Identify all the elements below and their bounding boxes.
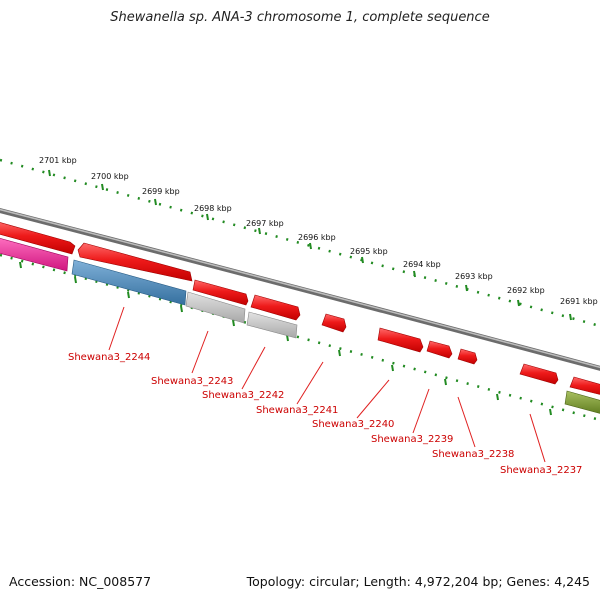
gene-arrow[interactable]: [250, 294, 301, 321]
ruler-label: 2698 kbp: [194, 204, 232, 213]
ruler-tick: [101, 183, 104, 191]
outer-ruler-track: [0, 158, 600, 328]
ruler-label: 2700 kbp: [91, 172, 129, 181]
ruler-tick: [444, 378, 447, 386]
gene-arrow[interactable]: [192, 279, 249, 306]
ruler-tick: [74, 276, 77, 284]
gene-arrow[interactable]: [77, 242, 193, 282]
sequence-backbone: [0, 208, 600, 371]
gene-label[interactable]: Shewana3_2242: [202, 390, 284, 401]
ruler-tick: [517, 299, 520, 307]
ruler-tick: [496, 393, 499, 401]
forward-genes: [0, 221, 600, 396]
ruler-tick: [413, 270, 416, 278]
ruler-tick: [206, 213, 209, 221]
inner-ruler: [0, 253, 600, 422]
gene-bar-grey[interactable]: [246, 311, 298, 339]
inner-ruler-track: [0, 253, 600, 422]
ruler-tick: [286, 334, 289, 342]
leader-line: [356, 379, 390, 419]
gene-arrow[interactable]: [321, 313, 347, 333]
gene-label[interactable]: Shewana3_2241: [256, 405, 338, 416]
ruler-tick: [258, 227, 261, 235]
ruler-label: 2692 kbp: [507, 286, 545, 295]
ruler-label: 2694 kbp: [403, 260, 441, 269]
gene-arrow[interactable]: [519, 363, 559, 385]
ruler-label: 2696 kbp: [298, 233, 336, 242]
sequence-summary: Topology: circular; Length: 4,972,204 bp…: [246, 574, 590, 589]
label-leaders: [108, 306, 546, 463]
gene-arrow[interactable]: [377, 327, 424, 353]
leader-line: [412, 388, 430, 434]
ruler-tick: [48, 169, 51, 177]
ruler-label: 2691 kbp: [560, 297, 598, 306]
leader-line: [191, 330, 209, 374]
gene-bar-olive[interactable]: [564, 390, 600, 415]
gene-bar-pink[interactable]: [0, 237, 69, 272]
ruler-tick: [309, 242, 312, 250]
ruler-label: 2695 kbp: [350, 247, 388, 256]
ruler-tick: [180, 305, 183, 313]
map-title: Shewanella sp. ANA-3 chromosome 1, compl…: [110, 10, 490, 25]
gene-label[interactable]: Shewana3_2237: [500, 465, 582, 476]
gene-label[interactable]: Shewana3_2239: [371, 434, 453, 445]
ruler-label: 2693 kbp: [455, 272, 493, 281]
ruler-tick: [361, 256, 364, 264]
leader-line: [296, 361, 324, 405]
ruler-tick: [338, 349, 341, 357]
gene-bar-blue[interactable]: [71, 259, 187, 306]
ruler-tick: [569, 313, 572, 321]
ruler-tick: [232, 319, 235, 327]
gene-arrow[interactable]: [569, 376, 600, 396]
accession-text: Accession: NC_008577: [9, 574, 152, 589]
leader-line: [241, 346, 266, 390]
gene-arrow[interactable]: [0, 221, 76, 255]
leader-line: [457, 396, 476, 448]
gene-arrow[interactable]: [426, 340, 453, 359]
ruler-label: 2697 kbp: [246, 219, 284, 228]
ruler-tick: [391, 364, 394, 372]
outer-ruler: [0, 158, 600, 328]
ruler-ticks: [19, 169, 572, 416]
gene-arrow[interactable]: [457, 348, 478, 365]
gene-label[interactable]: Shewana3_2240: [312, 419, 394, 430]
ruler-tick: [154, 198, 157, 206]
gene-bar-grey[interactable]: [185, 291, 246, 324]
gene-labels: Shewana3_2244 Shewana3_2243 Shewana3_224…: [68, 352, 582, 476]
ruler-tick: [19, 261, 22, 269]
leader-line: [108, 306, 125, 351]
category-track: [0, 237, 600, 415]
ruler-label: 2701 kbp: [39, 156, 77, 165]
leader-line: [529, 413, 546, 463]
gene-label[interactable]: Shewana3_2238: [432, 449, 514, 460]
ruler-tick: [549, 408, 552, 416]
ruler-label: 2699 kbp: [142, 187, 180, 196]
ruler-tick: [465, 284, 468, 292]
ruler-labels: 2701 kbp 2700 kbp 2699 kbp 2698 kbp 2697…: [39, 156, 598, 306]
ruler-tick: [127, 291, 130, 299]
gene-label[interactable]: Shewana3_2243: [151, 376, 233, 387]
gene-label[interactable]: Shewana3_2244: [68, 352, 150, 363]
